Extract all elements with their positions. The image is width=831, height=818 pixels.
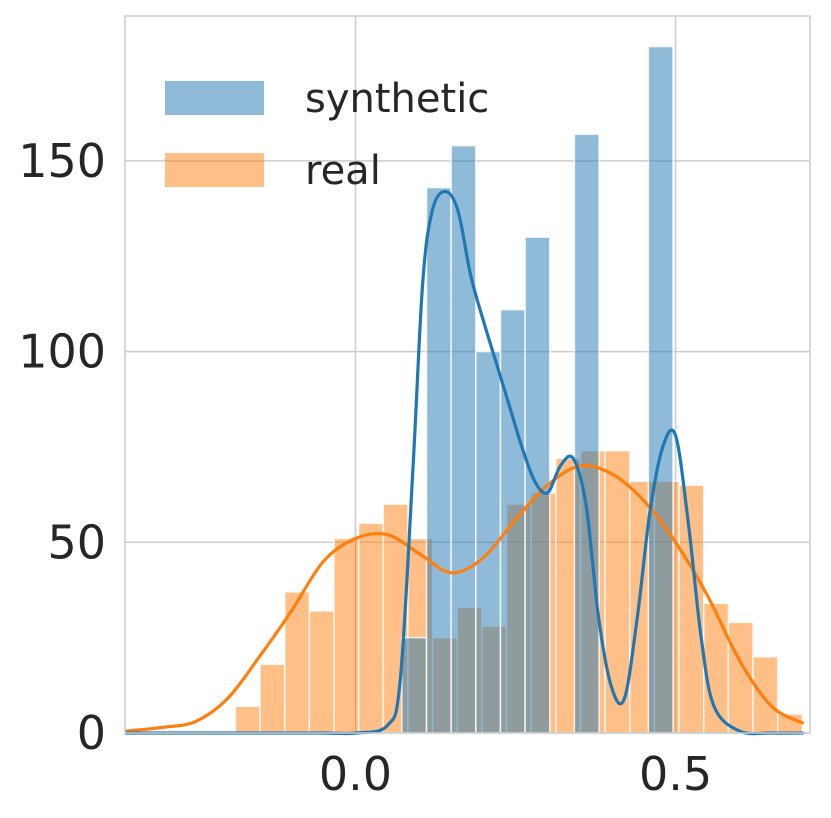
real-bar	[604, 450, 631, 734]
real-bar	[308, 610, 335, 734]
real-bar	[752, 655, 779, 734]
tick-labels: 0.0 0.5 0 50 100 150	[18, 134, 712, 801]
real-legend-swatch	[165, 153, 264, 187]
synthetic-legend-swatch	[165, 81, 264, 115]
synthetic-bar	[401, 636, 428, 734]
x-tick-label: 0.5	[639, 747, 712, 801]
y-tick-label: 50	[47, 515, 106, 569]
synthetic-bar	[425, 186, 452, 734]
synthetic-bar	[499, 308, 526, 734]
y-tick-label: 0	[77, 706, 106, 760]
synthetic-bar	[573, 133, 600, 734]
real-bar	[234, 705, 261, 734]
y-tick-label: 100	[18, 325, 106, 379]
x-tick-label: 0.0	[319, 747, 392, 801]
legend: synthetic real	[165, 76, 489, 194]
real-bar	[357, 522, 385, 734]
real-legend-label: real	[305, 148, 381, 194]
synthetic-bar	[647, 45, 674, 734]
real-bar	[259, 663, 286, 734]
real-bar	[333, 537, 360, 734]
real-bar	[678, 484, 705, 734]
y-tick-label: 150	[18, 134, 106, 188]
plot-frame	[124, 15, 811, 734]
synthetic-legend-label: synthetic	[305, 76, 489, 122]
